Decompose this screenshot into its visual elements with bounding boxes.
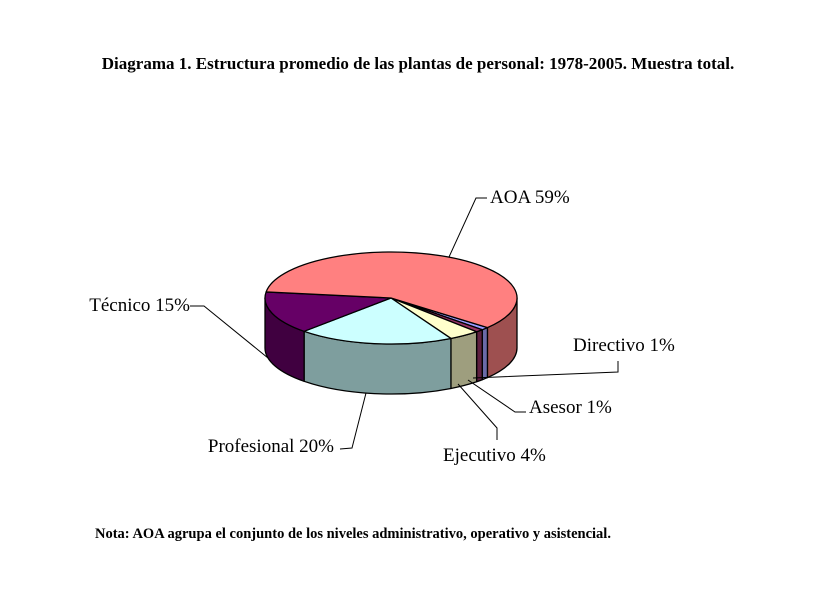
callout-ejecutivo-4%: Ejecutivo 4% xyxy=(443,445,546,466)
pie-slice-top-aoa xyxy=(265,251,518,329)
pie-slice-side-asesor xyxy=(475,329,483,383)
pie-slice-top-tecnico xyxy=(264,291,392,332)
leader-line-tecnico-15% xyxy=(190,305,269,359)
callout-profesional-20%: Profesional 20% xyxy=(207,436,334,457)
leader-line-ejecutivo-4% xyxy=(457,383,498,440)
callout-aoa-59%: AOA 59% xyxy=(490,187,570,208)
chart-title: Diagrama 1. Estructura promedio de las p… xyxy=(101,54,735,73)
pie-slice-side-directivo xyxy=(481,326,489,381)
leader-line-profesional-20% xyxy=(339,392,367,450)
chart-note: Nota: AOA agrupa el conjunto de los nive… xyxy=(95,526,611,542)
pie-slice-top-profesional xyxy=(303,297,452,345)
callout-directivo-1%: Directivo 1% xyxy=(573,335,675,356)
callout-tecnico-15%: Técnico 15% xyxy=(89,295,190,316)
leader-line-asesor-1% xyxy=(467,379,526,413)
pie-slice-side-ejecutivo xyxy=(450,331,478,390)
callout-asesor-1%: Asesor 1% xyxy=(529,397,612,418)
leader-line-directivo-1% xyxy=(472,361,619,379)
leader-line-aoa-59% xyxy=(448,197,487,258)
